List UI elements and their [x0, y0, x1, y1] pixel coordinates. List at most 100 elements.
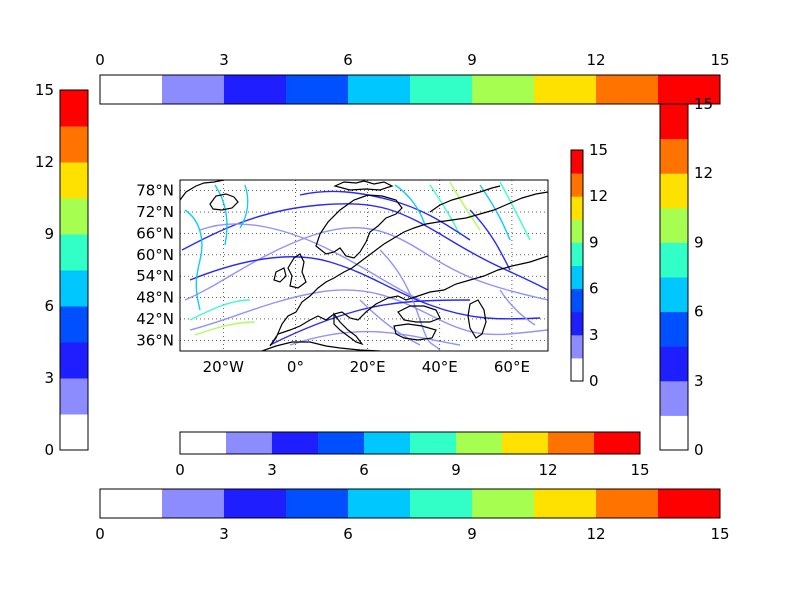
streamline [189, 289, 548, 336]
colorbar-tick-label: 12 [586, 51, 605, 69]
streamline [199, 223, 421, 301]
lon-label: 20°W [203, 358, 245, 376]
coastline-iceland [209, 193, 239, 211]
colorbar-segment [364, 432, 411, 454]
colorbar-tick-label: 0 [95, 525, 105, 543]
colorbar-segment [596, 489, 659, 518]
colorbar-segment [502, 432, 549, 454]
colorbar-segment [594, 432, 641, 454]
colorbar-segment [571, 357, 583, 382]
colorbar-segment [100, 75, 163, 104]
colorbar-segment [226, 432, 273, 454]
colorbar-segment [410, 75, 473, 104]
streamline [394, 184, 426, 226]
colorbar-tick-label: 15 [630, 461, 649, 479]
lat-label: 36°N [136, 331, 174, 349]
colorbar-segment [410, 489, 473, 518]
colorbar-bottom: 0 3 6 9 12 15 [95, 488, 730, 543]
colorbar-segment [286, 489, 349, 518]
colorbar-segment [162, 75, 225, 104]
coastline-novaya-zemlya [429, 185, 501, 213]
colorbar-segment [571, 150, 583, 174]
colorbar-tick-label: 6 [589, 280, 599, 298]
colorbar-segment [224, 489, 287, 518]
colorbar-segment [286, 75, 349, 104]
colorbar-tick-label: 0 [175, 461, 185, 479]
colorbar-tick-label: 15 [694, 95, 713, 113]
colorbar-tick-label: 6 [694, 303, 704, 321]
colorbar-tick-label: 3 [267, 461, 277, 479]
streamline [214, 184, 228, 246]
lat-label: 66°N [136, 224, 174, 242]
colorbar-tick-label: 12 [694, 164, 713, 182]
streamline [379, 249, 441, 351]
colorbar-segment [224, 75, 287, 104]
colorbar-segment [548, 432, 595, 454]
colorbar-segment [571, 242, 583, 266]
colorbar-tick-label: 12 [538, 461, 557, 479]
colorbar-segment [660, 311, 688, 347]
colorbar-segment [660, 207, 688, 243]
lon-label: 0° [287, 358, 304, 376]
coastline-italy [333, 312, 364, 346]
colorbar-segment [60, 270, 88, 307]
coastline-africa [261, 341, 381, 351]
lon-label: 40°E [422, 358, 458, 376]
colorbar-segment [162, 489, 225, 518]
colorbar-tick-label: 9 [451, 461, 461, 479]
colorbar-tick-label: 15 [589, 141, 608, 159]
colorbar-tick-label: 12 [586, 525, 605, 543]
lat-label: 48°N [136, 289, 174, 307]
streamline [479, 184, 511, 241]
colorbar-tick-label: 3 [589, 326, 599, 344]
colorbar-tick-label: 0 [694, 441, 704, 459]
colorbar-segment [60, 162, 88, 199]
colorbar-segment [472, 489, 535, 518]
colorbar-segment [100, 489, 163, 518]
lon-label: 20°E [350, 358, 386, 376]
colorbar-right: 0 3 6 9 12 15 [659, 95, 713, 459]
map-frame [179, 179, 549, 352]
streamline [194, 321, 256, 336]
colorbar-tick-label: 0 [589, 372, 599, 390]
latitude-labels: 78°N 72°N 66°N 60°N 54°N 48°N 42°N 36°N [136, 182, 174, 350]
colorbar-segment [571, 196, 583, 220]
colorbar-segment [571, 265, 583, 290]
colorbar-tick-label: 9 [694, 233, 704, 251]
colorbar-segment [60, 306, 88, 343]
colorbar-tick-label: 3 [44, 369, 54, 387]
colorbar-below-map: 0 3 6 9 12 15 [175, 431, 650, 479]
colorbar-left: 0 3 6 9 12 15 [35, 81, 89, 459]
colorbar-segment [660, 277, 688, 313]
colorbar-tick-label: 6 [343, 525, 353, 543]
colorbar-outline [99, 488, 721, 519]
colorbar-tick-label: 3 [694, 372, 704, 390]
colorbar-outline [179, 431, 641, 455]
colorbar-outline [659, 103, 689, 451]
colorbar-segment [571, 311, 583, 336]
lat-label: 72°N [136, 203, 174, 221]
colorbar-segment [272, 432, 319, 454]
streamline [189, 299, 251, 321]
colorbar-top: 0 3 6 9 12 15 [95, 51, 730, 105]
colorbar-segment [596, 75, 659, 104]
lat-label: 42°N [136, 310, 174, 328]
coastline-scandinavia [315, 194, 403, 259]
colorbar-segment [456, 432, 503, 454]
lat-label: 60°N [136, 246, 174, 264]
lat-label: 54°N [136, 267, 174, 285]
colorbar-segment [658, 75, 721, 104]
colorbar-segment [348, 489, 411, 518]
coastline-britain [287, 253, 307, 289]
coastline-caspian [467, 299, 487, 339]
colorbar-tick-label: 6 [343, 51, 353, 69]
colorbar-segment [660, 173, 688, 209]
streamline [289, 330, 461, 346]
colorbar-segment [660, 242, 688, 278]
colorbar-segment [318, 432, 365, 454]
colorbar-segment [571, 288, 583, 313]
coastline-continent [269, 191, 548, 347]
map-panel: 78°N72°N66°N60°N54°N48°N42°N36°N 20°W 0° 2… [136, 179, 549, 376]
colorbar-segment [60, 198, 88, 235]
